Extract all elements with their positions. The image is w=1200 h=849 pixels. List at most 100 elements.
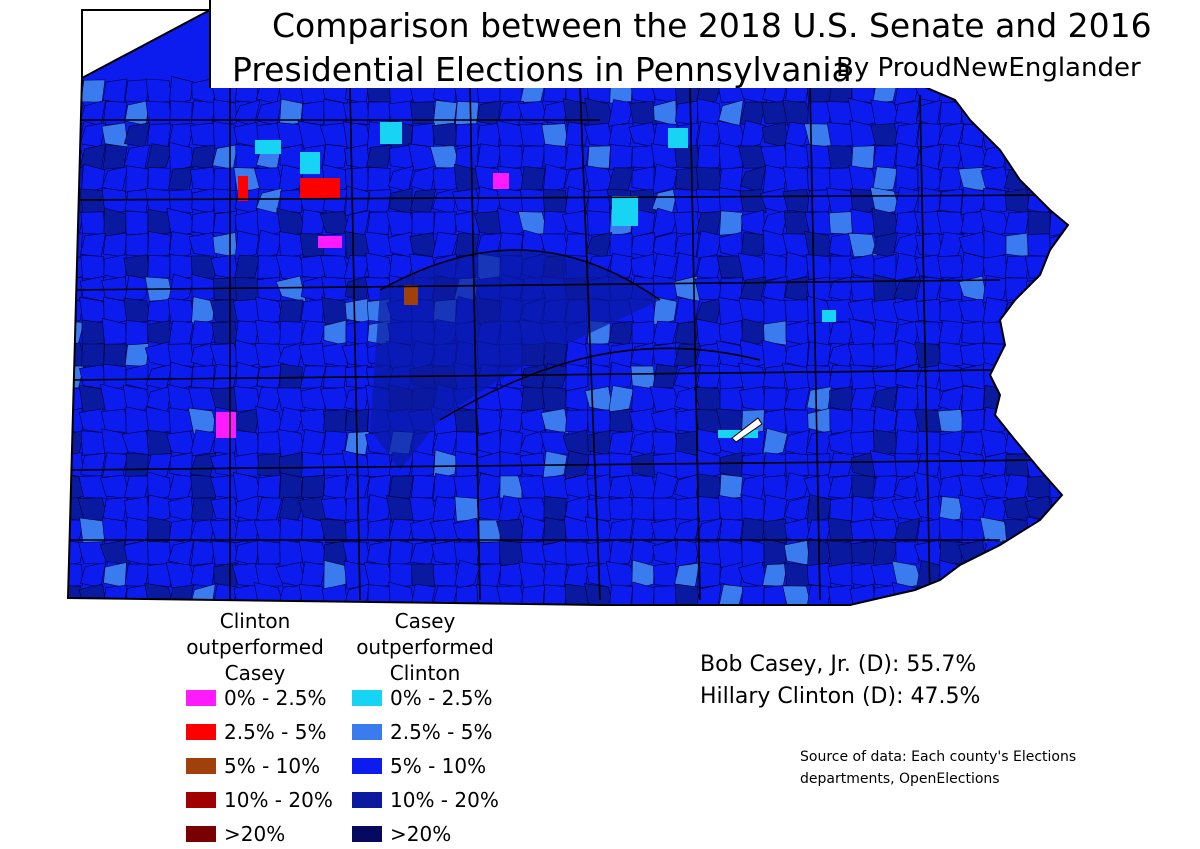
municipality bbox=[124, 188, 150, 214]
municipality bbox=[146, 430, 172, 456]
municipality bbox=[719, 387, 743, 411]
municipality bbox=[498, 408, 524, 434]
municipality bbox=[917, 186, 941, 216]
municipality bbox=[1005, 232, 1029, 258]
municipality bbox=[871, 495, 899, 523]
municipality bbox=[497, 100, 525, 126]
municipality bbox=[322, 143, 348, 171]
municipality bbox=[872, 145, 898, 169]
municipality bbox=[168, 231, 194, 259]
municipality bbox=[256, 229, 282, 261]
municipality bbox=[541, 539, 569, 567]
municipality bbox=[609, 607, 633, 632]
municipality bbox=[717, 494, 745, 524]
municipality bbox=[432, 167, 458, 191]
municipality bbox=[961, 385, 985, 413]
municipality bbox=[784, 299, 810, 323]
municipality bbox=[1046, 363, 1068, 391]
municipality bbox=[762, 563, 788, 587]
county-boundary bbox=[69, 459, 1051, 471]
legend-item-casey-1: 2.5% - 5% bbox=[352, 720, 492, 744]
municipality bbox=[235, 361, 259, 393]
municipality bbox=[851, 604, 875, 605]
municipality bbox=[1067, 164, 1068, 194]
clinton-result: Hillary Clinton (D): 47.5% bbox=[700, 684, 981, 709]
municipality bbox=[653, 497, 677, 521]
municipality bbox=[608, 497, 634, 521]
municipality bbox=[125, 453, 149, 477]
municipality bbox=[894, 252, 920, 282]
legend-label: 0% - 2.5% bbox=[224, 686, 327, 710]
municipality bbox=[124, 343, 150, 367]
municipality bbox=[410, 101, 436, 125]
municipality bbox=[1004, 606, 1030, 631]
municipality bbox=[298, 583, 328, 605]
state-outline bbox=[66, 9, 1070, 606]
municipality bbox=[411, 211, 435, 235]
municipality bbox=[168, 189, 194, 213]
municipality bbox=[1026, 143, 1052, 171]
municipality bbox=[784, 472, 810, 502]
municipality bbox=[937, 143, 965, 171]
municipality bbox=[147, 231, 171, 259]
cyan-area-4 bbox=[668, 128, 688, 148]
municipality bbox=[651, 207, 679, 239]
municipality bbox=[1026, 297, 1052, 325]
municipality bbox=[828, 211, 854, 235]
municipality bbox=[103, 343, 127, 367]
municipality bbox=[189, 429, 217, 457]
no-data-area bbox=[731, 417, 763, 443]
municipality bbox=[807, 167, 831, 191]
municipality bbox=[211, 321, 239, 345]
municipality bbox=[168, 167, 194, 191]
municipality bbox=[564, 562, 590, 588]
municipality bbox=[410, 583, 436, 605]
municipality bbox=[1004, 582, 1030, 605]
municipality bbox=[343, 121, 371, 149]
municipality bbox=[565, 386, 589, 412]
legend-swatch bbox=[352, 690, 382, 706]
municipality bbox=[1003, 408, 1031, 434]
municipality bbox=[190, 100, 216, 126]
municipality bbox=[233, 254, 261, 280]
municipality bbox=[190, 320, 216, 346]
municipality bbox=[366, 540, 392, 566]
municipality bbox=[498, 429, 524, 458]
municipality bbox=[936, 211, 966, 235]
municipality bbox=[829, 167, 853, 191]
municipality bbox=[1047, 430, 1068, 456]
municipality bbox=[961, 320, 985, 346]
municipality bbox=[411, 122, 435, 148]
municipality bbox=[1005, 143, 1029, 171]
municipality bbox=[826, 540, 856, 566]
municipality bbox=[763, 387, 787, 411]
municipality bbox=[389, 187, 413, 215]
municipality bbox=[763, 518, 787, 544]
county-shading bbox=[68, 10, 1068, 632]
municipality bbox=[695, 166, 723, 192]
municipality bbox=[608, 539, 634, 567]
red-area-2 bbox=[300, 178, 340, 198]
municipality bbox=[696, 121, 722, 149]
municipality bbox=[521, 607, 545, 630]
municipality bbox=[1026, 166, 1052, 192]
municipality bbox=[366, 145, 392, 169]
municipality bbox=[959, 450, 987, 480]
municipality bbox=[1026, 343, 1052, 367]
municipality bbox=[872, 319, 898, 347]
municipality bbox=[367, 584, 391, 605]
municipality bbox=[718, 142, 744, 172]
municipality bbox=[256, 539, 282, 567]
municipality bbox=[321, 276, 349, 302]
municipality bbox=[807, 453, 831, 477]
municipality bbox=[411, 450, 435, 480]
legend-label: 2.5% - 5% bbox=[390, 720, 493, 744]
municipality bbox=[894, 142, 920, 172]
municipality bbox=[409, 232, 437, 258]
municipality bbox=[916, 607, 943, 631]
municipality bbox=[652, 452, 678, 478]
municipality bbox=[850, 518, 876, 544]
municipality bbox=[300, 209, 326, 237]
municipality bbox=[607, 99, 635, 127]
legend-swatch bbox=[352, 724, 382, 740]
